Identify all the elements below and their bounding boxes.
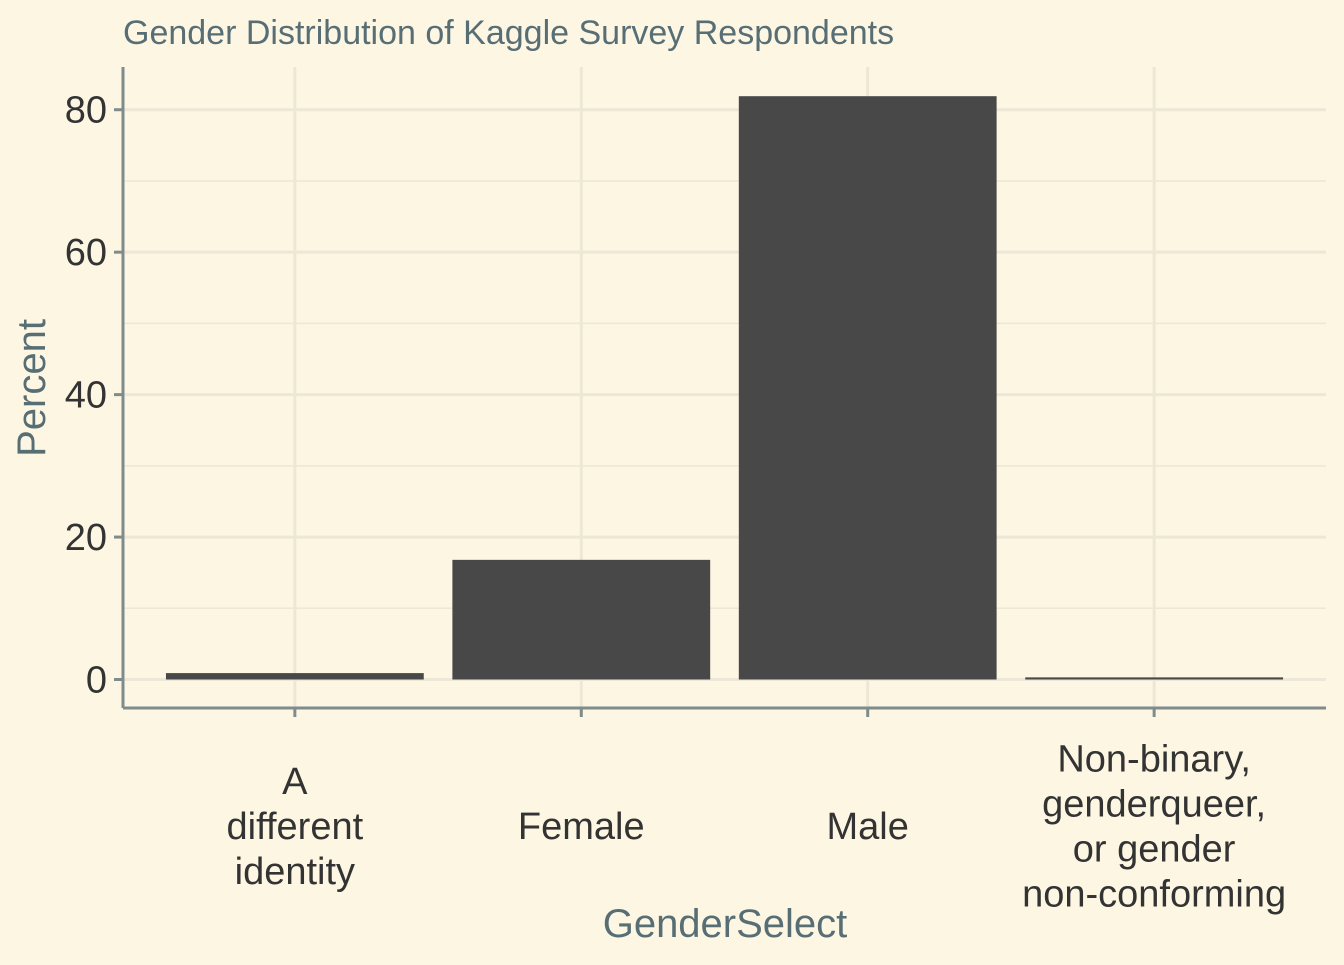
y-tick-label: 80: [65, 90, 107, 132]
x-tick-label-line: Female: [518, 806, 645, 848]
x-tick-label-line: genderqueer,: [1042, 784, 1266, 826]
bars: [165, 96, 1284, 680]
y-tick-label: 0: [86, 660, 107, 702]
y-tick-label: 20: [65, 517, 107, 559]
y-tick-label: 60: [65, 232, 107, 274]
x-tick-label-line: A: [282, 761, 308, 803]
x-tick-label-line: non-conforming: [1022, 874, 1286, 916]
y-tick-labels: 0 20 40 60 80: [65, 90, 107, 702]
axes: [114, 67, 1326, 717]
x-tick-label-line: Non-binary,: [1057, 739, 1251, 781]
x-tick-label-line: Male: [827, 806, 909, 848]
bar: [738, 96, 997, 680]
x-tick-label-line: different: [227, 806, 364, 848]
x-tick-label-line: identity: [235, 851, 355, 893]
bar: [1025, 677, 1284, 680]
x-tick-label: Male: [827, 806, 909, 848]
y-tick-label: 40: [65, 375, 107, 417]
grid-lines: [123, 67, 1326, 708]
x-axis-title: GenderSelect: [603, 902, 848, 946]
x-tick-label: Female: [518, 806, 645, 848]
y-axis-title: Percent: [10, 319, 54, 457]
bar: [165, 673, 424, 680]
chart-title: Gender Distribution of Kaggle Survey Res…: [123, 14, 894, 52]
x-tick-label: Non-binary, genderqueer, or gender non-conf…: [1022, 739, 1286, 916]
bar: [452, 559, 711, 680]
x-tick-label-line: or gender: [1073, 829, 1236, 871]
